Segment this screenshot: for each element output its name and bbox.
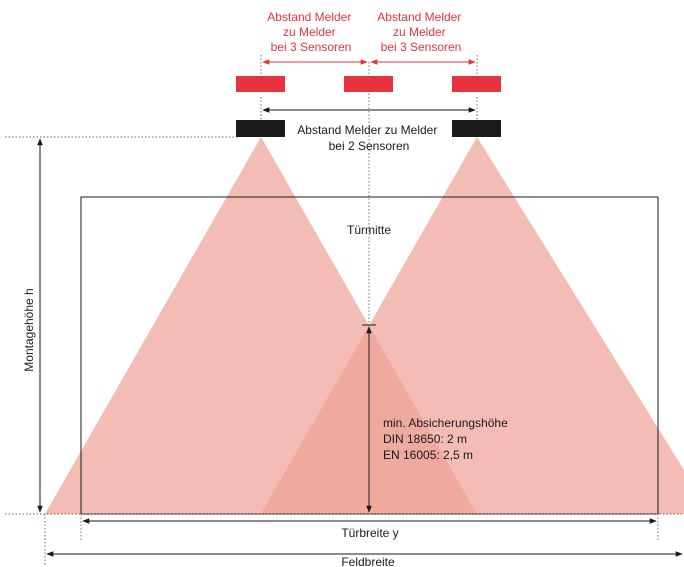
sensor-black-left bbox=[236, 120, 285, 137]
field-width-label: Feldbreite bbox=[341, 555, 395, 567]
spacing-3-left-label: Abstand Melder zu Melder bei 3 Sensoren bbox=[267, 10, 354, 54]
spacing-3-right-label: Abstand Melder zu Melder bei 3 Sensoren bbox=[377, 10, 464, 54]
sensor-black-right bbox=[452, 120, 501, 137]
door-center-label: Türmitte bbox=[347, 223, 391, 237]
mounting-height-label: Montagehöhe h bbox=[22, 288, 36, 371]
sensor-red-center bbox=[344, 76, 393, 92]
spacing-2-label: Abstand Melder zu Melder bei 2 Sensoren bbox=[297, 123, 440, 153]
door-width-label: Türbreite y bbox=[341, 526, 398, 540]
sensor-red-left bbox=[236, 76, 285, 92]
min-height-label: min. Absicherungshöhe DIN 18650: 2 m EN … bbox=[383, 416, 511, 462]
sensor-red-right bbox=[452, 76, 501, 92]
